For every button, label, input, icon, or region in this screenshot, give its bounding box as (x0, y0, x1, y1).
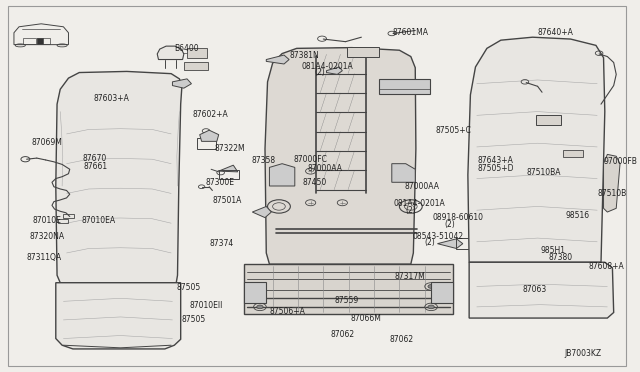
Text: 08918-60610: 08918-60610 (433, 213, 484, 222)
Polygon shape (266, 55, 289, 64)
Bar (58, 219, 68, 223)
Circle shape (257, 305, 263, 309)
Text: (2): (2) (314, 68, 325, 77)
Text: 87317M: 87317M (395, 272, 426, 281)
Text: 87380: 87380 (548, 253, 573, 262)
Text: 081A4-0201A: 081A4-0201A (302, 62, 354, 71)
Polygon shape (157, 46, 184, 60)
Text: 87501A: 87501A (212, 196, 242, 205)
Polygon shape (392, 164, 415, 182)
Text: 87010EII: 87010EII (189, 301, 223, 310)
Polygon shape (56, 283, 180, 349)
Text: 87510BA: 87510BA (527, 168, 561, 177)
Text: 87450: 87450 (302, 178, 326, 187)
Bar (23, 38, 36, 44)
Bar (184, 62, 208, 70)
Text: 87374: 87374 (209, 239, 234, 248)
Bar (456, 238, 474, 249)
Bar (187, 48, 207, 58)
Bar (536, 115, 561, 125)
Polygon shape (469, 262, 614, 318)
Circle shape (257, 285, 263, 288)
Polygon shape (252, 206, 271, 218)
Text: 08543-51042: 08543-51042 (413, 232, 463, 241)
Bar (63, 214, 74, 218)
Text: 87559: 87559 (334, 296, 358, 305)
Text: 985H1: 985H1 (541, 246, 566, 255)
Text: 87069M: 87069M (31, 138, 62, 147)
Polygon shape (14, 24, 68, 45)
Bar (431, 282, 453, 303)
Text: 87505+D: 87505+D (477, 164, 514, 173)
Polygon shape (56, 71, 182, 283)
Polygon shape (438, 239, 463, 248)
Text: 87381N: 87381N (289, 51, 319, 60)
Text: 87010E: 87010E (33, 216, 61, 225)
Text: 87608+A: 87608+A (588, 262, 624, 271)
Polygon shape (604, 154, 620, 212)
Text: (2): (2) (424, 238, 435, 247)
Text: 87311QA: 87311QA (27, 253, 62, 262)
Text: 87643+A: 87643+A (478, 156, 514, 165)
Text: 87601MA: 87601MA (393, 28, 429, 37)
Text: 87505+C: 87505+C (436, 126, 472, 135)
Text: B6400: B6400 (175, 44, 199, 53)
Text: 87010EA: 87010EA (82, 216, 116, 225)
Polygon shape (468, 37, 605, 262)
Text: 87506+A: 87506+A (269, 307, 305, 316)
Polygon shape (172, 79, 191, 88)
Text: 87320NA: 87320NA (29, 232, 65, 241)
Bar (563, 150, 583, 157)
Text: 87602+A: 87602+A (193, 110, 228, 119)
Text: 87640+A: 87640+A (538, 28, 573, 37)
Polygon shape (269, 164, 295, 186)
Text: (2): (2) (445, 220, 456, 229)
Bar (244, 282, 266, 303)
Polygon shape (219, 165, 237, 172)
Text: 87670: 87670 (83, 154, 108, 163)
Bar (36, 38, 43, 44)
Text: 081A4-0201A: 081A4-0201A (393, 199, 445, 208)
Circle shape (428, 285, 435, 288)
Text: JB7003KZ: JB7003KZ (564, 349, 602, 358)
Polygon shape (483, 183, 513, 190)
Text: 87000AA: 87000AA (404, 182, 440, 190)
Bar (348, 47, 379, 57)
Text: 87000AA: 87000AA (307, 164, 342, 173)
Text: 87062: 87062 (389, 335, 413, 344)
Bar (196, 138, 216, 149)
Text: 87063: 87063 (522, 285, 547, 294)
Text: 87505: 87505 (181, 315, 205, 324)
Polygon shape (200, 130, 219, 141)
Text: 87603+A: 87603+A (93, 94, 129, 103)
Bar (219, 170, 239, 179)
Text: 97000FB: 97000FB (603, 157, 637, 166)
Polygon shape (326, 67, 342, 74)
Text: 87505: 87505 (177, 283, 201, 292)
Text: 98516: 98516 (566, 211, 589, 219)
Text: 87322M: 87322M (214, 144, 245, 153)
Polygon shape (244, 264, 453, 314)
Text: 87000FC: 87000FC (293, 155, 327, 164)
Bar (531, 190, 552, 198)
Bar (36, 38, 50, 44)
Polygon shape (265, 48, 416, 264)
Text: 87300E: 87300E (205, 178, 234, 187)
Circle shape (428, 305, 435, 309)
Text: 87358: 87358 (251, 156, 275, 165)
Text: (2): (2) (406, 206, 416, 215)
Text: 87661: 87661 (83, 162, 107, 171)
Bar (379, 79, 430, 94)
Text: 87062: 87062 (330, 330, 355, 339)
Text: 87510B: 87510B (598, 189, 627, 198)
Bar (483, 197, 513, 211)
Text: 87066M: 87066M (350, 314, 381, 323)
